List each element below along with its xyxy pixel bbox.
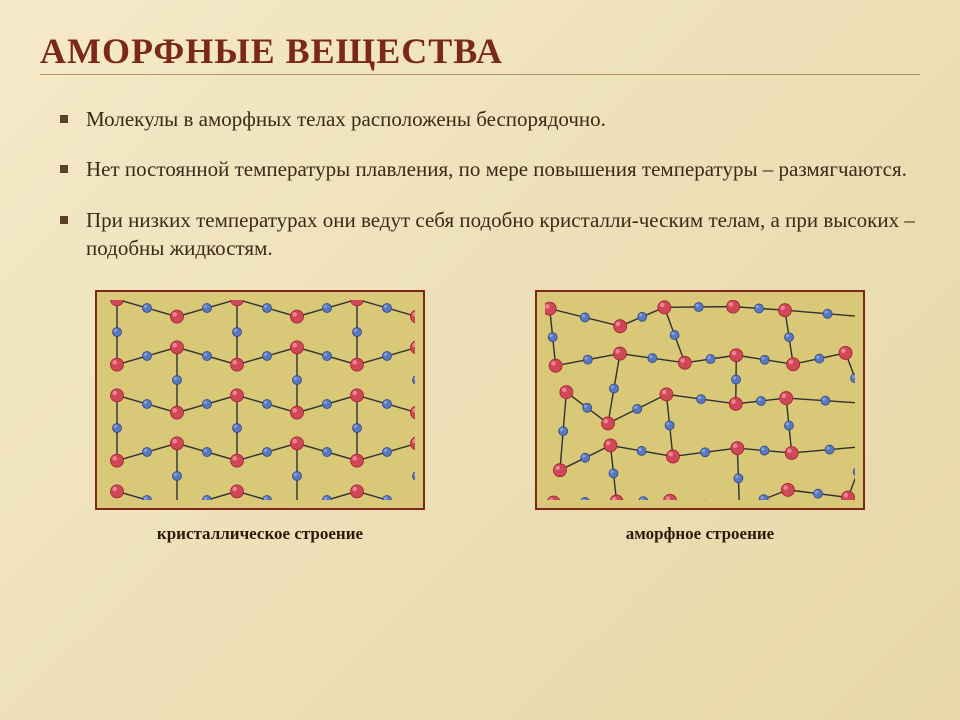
bullet-marker-icon bbox=[60, 165, 68, 173]
crystalline-diagram: кристаллическое строение bbox=[95, 290, 425, 544]
bullet-marker-icon bbox=[60, 216, 68, 224]
bullet-item: Нет постоянной температуры плавления, по… bbox=[60, 155, 920, 183]
amorphous-frame bbox=[535, 290, 865, 510]
amorphous-caption: аморфное строение bbox=[626, 524, 774, 544]
slide: АМОРФНЫЕ ВЕЩЕСТВА Молекулы в аморфных те… bbox=[0, 0, 960, 720]
bullet-text: Молекулы в аморфных телах расположены бе… bbox=[86, 105, 606, 133]
page-title: АМОРФНЫЕ ВЕЩЕСТВА bbox=[40, 30, 920, 72]
bullet-marker-icon bbox=[60, 115, 68, 123]
amorphous-diagram: аморфное строение bbox=[535, 290, 865, 544]
bullet-text: При низких температурах они ведут себя п… bbox=[86, 206, 920, 263]
diagram-row: кристаллическое строение аморфное строен… bbox=[40, 290, 920, 544]
bullet-text: Нет постоянной температуры плавления, по… bbox=[86, 155, 907, 183]
amorphous-lattice-svg bbox=[545, 300, 855, 500]
bullet-list: Молекулы в аморфных телах расположены бе… bbox=[40, 105, 920, 262]
crystalline-lattice-svg bbox=[105, 300, 415, 500]
bullet-item: При низких температурах они ведут себя п… bbox=[60, 206, 920, 263]
title-underline bbox=[40, 74, 920, 75]
crystalline-frame bbox=[95, 290, 425, 510]
bullet-item: Молекулы в аморфных телах расположены бе… bbox=[60, 105, 920, 133]
crystalline-caption: кристаллическое строение bbox=[157, 524, 363, 544]
